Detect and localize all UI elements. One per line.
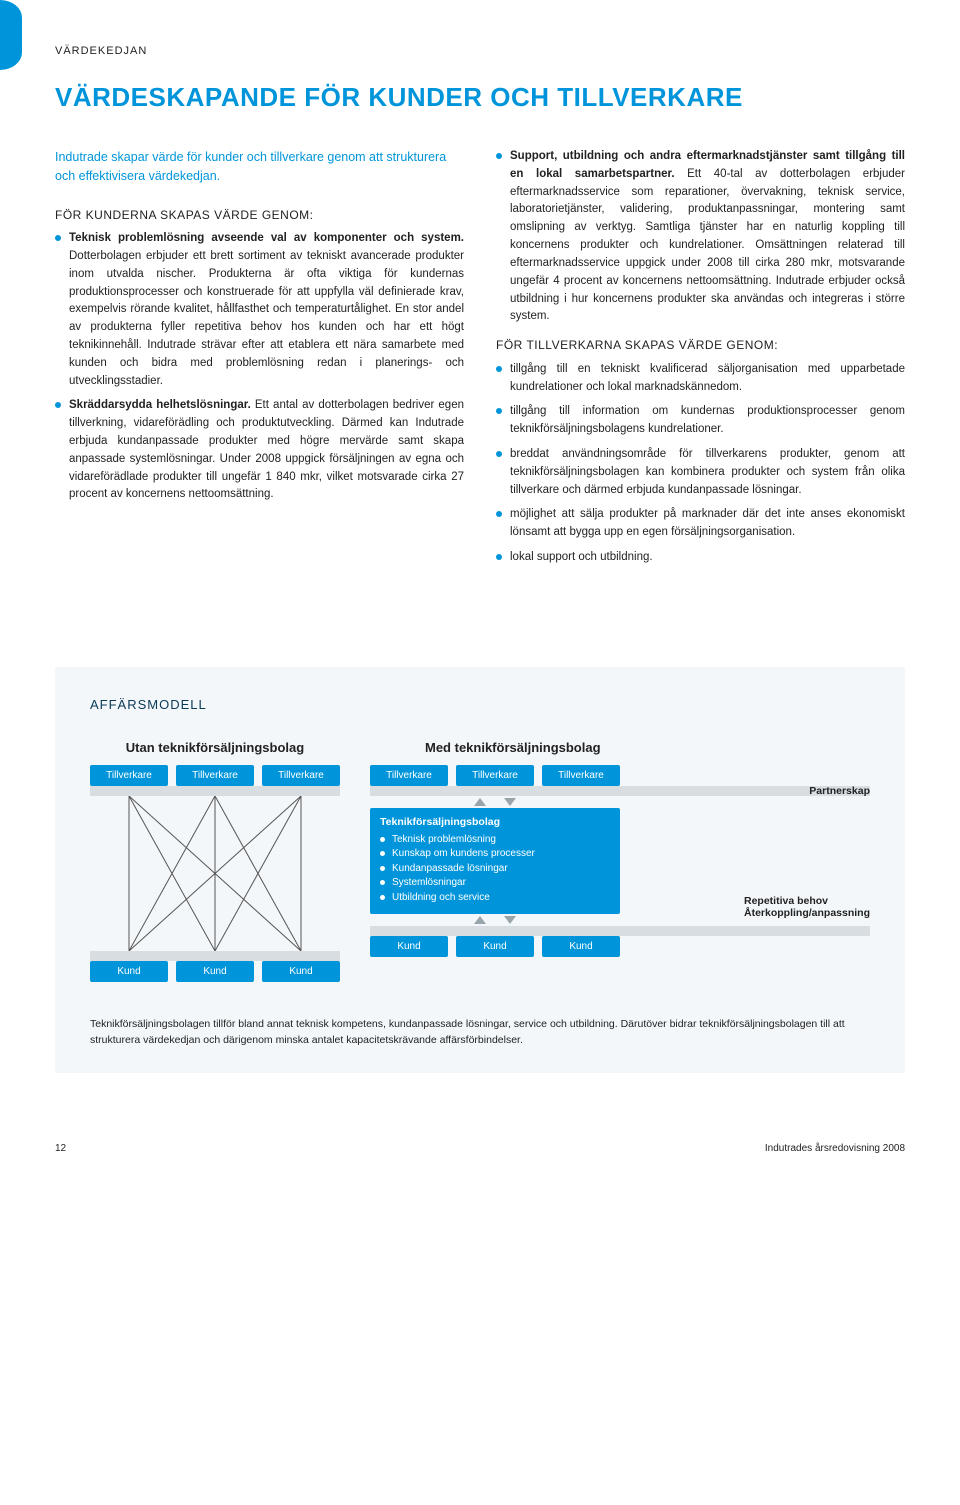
network-lines bbox=[90, 796, 340, 951]
list-item: Kundanpassade lösningar bbox=[380, 862, 610, 877]
connector-bar bbox=[370, 926, 870, 936]
big-box-list: Teknisk problemlösning Kunskap om kunden… bbox=[380, 833, 610, 906]
manufacturer-box: Tillverkare bbox=[456, 765, 534, 786]
diagram-with: Med teknikförsäljningsbolag Tillverkare … bbox=[370, 740, 870, 958]
model-caption: Teknikförsäljningsbolagen tillför bland … bbox=[90, 1017, 870, 1049]
bullet-strong: Teknisk problemlösning avseende val av k… bbox=[69, 232, 464, 244]
list-item: Kunskap om kundens processer bbox=[380, 847, 610, 862]
label-repetitive: Repetitiva behov Återkoppling/anpassning bbox=[744, 895, 870, 919]
top-row: Tillverkare Tillverkare Tillverkare bbox=[370, 765, 620, 786]
connector-bar bbox=[90, 951, 340, 961]
manufacturer-bullets: tillgång till en tekniskt kvalificerad s… bbox=[496, 361, 905, 567]
bottom-row: Kund Kund Kund bbox=[370, 936, 620, 957]
bullet-text: tillgång till information om kundernas p… bbox=[510, 405, 905, 435]
bullet-text: tillgång till en tekniskt kvalificerad s… bbox=[510, 363, 905, 393]
corner-decoration bbox=[0, 0, 22, 70]
left-column: Indutrade skapar värde för kunder och ti… bbox=[55, 148, 464, 577]
bullet-text: Ett 40-tal av dotterbolagen erbjuder eft… bbox=[510, 168, 905, 323]
diagram-title: Med teknikförsäljningsbolag bbox=[370, 740, 870, 755]
connector-bar bbox=[90, 786, 340, 796]
manufacturer-box: Tillverkare bbox=[542, 765, 620, 786]
bottom-row: Kund Kund Kund bbox=[90, 961, 340, 982]
diagrams: Utan teknikförsäljningsbolag Tillverkare… bbox=[90, 740, 870, 982]
right-column: Support, utbildning och andra eftermarkn… bbox=[496, 148, 905, 577]
arrows-top bbox=[370, 798, 620, 806]
bullet-text: lokal support och utbildning. bbox=[510, 551, 653, 563]
customer-box: Kund bbox=[90, 961, 168, 982]
list-item: Support, utbildning och andra eftermarkn… bbox=[496, 148, 905, 326]
customer-bullets: Teknisk problemlösning avseende val av k… bbox=[55, 230, 464, 504]
subheading-manufacturers: FÖR TILLVERKARNA SKAPAS VÄRDE GENOM: bbox=[496, 336, 905, 355]
bullet-text: Dotterbolagen erbjuder ett brett sortime… bbox=[69, 250, 464, 387]
list-item: Skräddarsydda helhetslösningar. Ett anta… bbox=[55, 397, 464, 504]
list-item: Teknisk problemlösning avseende val av k… bbox=[55, 230, 464, 390]
business-model-panel: AFFÄRSMODELL Utan teknikförsäljningsbola… bbox=[55, 667, 905, 1074]
manufacturer-box: Tillverkare bbox=[262, 765, 340, 786]
customer-box: Kund bbox=[542, 936, 620, 957]
document-name: Indutrades årsredovisning 2008 bbox=[765, 1143, 905, 1154]
tech-sales-company-box: Teknikförsäljningsbolag Teknisk probleml… bbox=[370, 808, 620, 915]
list-item: möjlighet att sälja produkter på marknad… bbox=[496, 506, 905, 542]
diagram-title: Utan teknikförsäljningsbolag bbox=[90, 740, 340, 755]
bullet-text: breddat användningsområde för tillverkar… bbox=[510, 448, 905, 496]
top-row: Tillverkare Tillverkare Tillverkare bbox=[90, 765, 340, 786]
body-columns: Indutrade skapar värde för kunder och ti… bbox=[55, 148, 905, 577]
arrow-up-icon bbox=[474, 916, 486, 924]
manufacturer-box: Tillverkare bbox=[90, 765, 168, 786]
list-item: Utbildning och service bbox=[380, 891, 610, 906]
arrow-up-icon bbox=[474, 798, 486, 806]
label-line2: Återkoppling/anpassning bbox=[744, 907, 870, 919]
customer-box: Kund bbox=[176, 961, 254, 982]
manufacturer-box: Tillverkare bbox=[176, 765, 254, 786]
page-footer: 12 Indutrades årsredovisning 2008 bbox=[55, 1143, 905, 1154]
list-item: lokal support och utbildning. bbox=[496, 549, 905, 567]
manufacturer-box: Tillverkare bbox=[370, 765, 448, 786]
diagram-without: Utan teknikförsäljningsbolag Tillverkare… bbox=[90, 740, 340, 982]
page-number: 12 bbox=[55, 1143, 66, 1154]
label-partnership: Partnerskap bbox=[809, 785, 870, 797]
big-box-title: Teknikförsäljningsbolag bbox=[380, 816, 610, 828]
customer-box: Kund bbox=[456, 936, 534, 957]
bullet-strong: Skräddarsydda helhetslösningar. bbox=[69, 399, 251, 411]
list-item: breddat användningsområde för tillverkar… bbox=[496, 446, 905, 499]
arrow-down-icon bbox=[504, 798, 516, 806]
arrow-down-icon bbox=[504, 916, 516, 924]
customer-bullets-cont: Support, utbildning och andra eftermarkn… bbox=[496, 148, 905, 326]
subheading-customers: FÖR KUNDERNA SKAPAS VÄRDE GENOM: bbox=[55, 206, 464, 225]
list-item: tillgång till en tekniskt kvalificerad s… bbox=[496, 361, 905, 397]
customer-box: Kund bbox=[370, 936, 448, 957]
label-line1: Repetitiva behov bbox=[744, 895, 828, 907]
page: VÄRDEKEDJAN VÄRDESKAPANDE FÖR KUNDER OCH… bbox=[0, 0, 960, 1174]
list-item: Teknisk problemlösning bbox=[380, 833, 610, 848]
bullet-text: möjlighet att sälja produkter på marknad… bbox=[510, 508, 905, 538]
page-title: VÄRDESKAPANDE FÖR KUNDER OCH TILLVERKARE bbox=[55, 82, 905, 113]
list-item: tillgång till information om kundernas p… bbox=[496, 403, 905, 439]
section-label: VÄRDEKEDJAN bbox=[55, 45, 905, 57]
arrows-bottom bbox=[370, 916, 620, 924]
model-title: AFFÄRSMODELL bbox=[90, 697, 870, 712]
connector-bar bbox=[370, 786, 870, 796]
intro-text: Indutrade skapar värde för kunder och ti… bbox=[55, 148, 464, 186]
customer-box: Kund bbox=[262, 961, 340, 982]
list-item: Systemlösningar bbox=[380, 876, 610, 891]
bullet-text: Ett antal av dotterbolagen bedriver egen… bbox=[69, 399, 464, 500]
